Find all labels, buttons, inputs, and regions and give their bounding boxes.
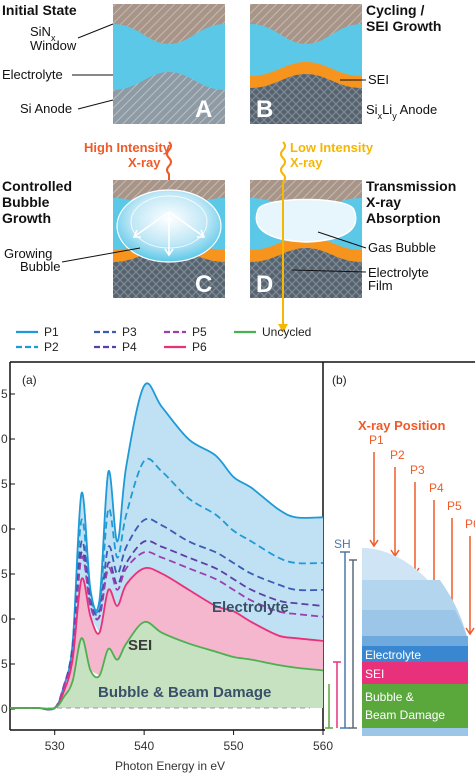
legend-label-p3: P3 xyxy=(122,325,137,339)
panel-b-title-line1: Cycling / xyxy=(366,2,424,18)
x-axis-label: Photon Energy in eV xyxy=(115,759,225,773)
bubble-damage-area xyxy=(10,621,323,709)
bubble-growth-arrows-icon xyxy=(132,211,206,257)
position-label-p2: P2 xyxy=(390,448,405,462)
sei-area xyxy=(10,567,323,710)
position-label-p1: P1 xyxy=(369,433,384,447)
x-tick-label-550: 550 xyxy=(224,739,244,753)
position-label-p4: P4 xyxy=(429,481,444,495)
panel-d-title-line3: Absorption xyxy=(366,210,441,226)
layer-label-beam: Beam Damage xyxy=(365,708,445,722)
panel-letter-b: B xyxy=(256,96,273,123)
electrolyte-area xyxy=(10,383,323,710)
y-tick-label-1: 0 xyxy=(1,432,8,446)
high-xray-label: X-ray xyxy=(128,155,161,170)
panel-d: Low Intensity X-ray D Transmission X-ray… xyxy=(250,140,456,333)
bubble-label: Bubble xyxy=(20,259,60,274)
panel-d-title-line1: Transmission xyxy=(366,178,456,194)
sei-band xyxy=(362,662,468,684)
x-tick-label-530: 530 xyxy=(45,739,65,753)
y-axis-ticks: 5 0 5 0 5 0 5 0 xyxy=(1,387,15,716)
x-axis-ticks: 530 540 550 560 xyxy=(45,730,333,753)
sinx-label: SiNx xyxy=(30,24,56,43)
arrowhead-icon xyxy=(369,539,379,548)
series-line-p5 xyxy=(9,550,324,711)
sei-label: SEI xyxy=(368,72,389,87)
panel-letter-a: A xyxy=(195,96,212,123)
legend-label-p6: P6 xyxy=(192,340,207,354)
sh-label: SH xyxy=(334,537,351,551)
sixliy-anode xyxy=(250,74,362,124)
panel-c-title-line2: Bubble xyxy=(2,194,50,210)
panel-a-title: Initial State xyxy=(2,2,77,18)
layer-label-sei: SEI xyxy=(365,667,384,681)
series-line-uncycled xyxy=(9,620,324,710)
x-tick-label-560: 560 xyxy=(313,739,333,753)
panel-c: High Intensity X-ray C Controlled Bubble… xyxy=(2,140,225,298)
panel-a-label: (a) xyxy=(22,373,37,387)
legend-label-uncycled: Uncycled xyxy=(262,325,311,339)
anode xyxy=(113,248,225,298)
layer-label-bubble: Bubble & xyxy=(365,690,414,704)
region-label-electrolyte: Electrolyte xyxy=(212,599,289,616)
growing-label: Growing xyxy=(4,246,52,261)
y-tick-label-4: 5 xyxy=(1,567,8,581)
legend-label-p2: P2 xyxy=(44,340,59,354)
film-label: Film xyxy=(368,278,393,293)
y-tick-label-7: 0 xyxy=(1,702,8,716)
y-tick-label-0: 5 xyxy=(1,387,8,401)
region-label-bubble: Bubble & Beam Damage xyxy=(98,684,271,701)
chart-areas xyxy=(10,383,323,710)
panel-b: B Cycling / SEI Growth SEI SixLiy Anode xyxy=(250,2,441,124)
position-label-p5: P5 xyxy=(447,499,462,513)
x-tick-label-540: 540 xyxy=(134,739,154,753)
y-tick-label-3: 0 xyxy=(1,522,8,536)
y-tick-label-6: 5 xyxy=(1,657,8,671)
arrowhead-icon xyxy=(465,627,475,636)
sixliy-anode-label: SixLiy Anode xyxy=(366,102,437,121)
window-label: Window xyxy=(30,38,77,53)
gas-bubble xyxy=(255,198,357,243)
panel-c-title-line3: Growth xyxy=(2,210,51,226)
chart-legend: P1 P3 P5 Uncycled P2 P4 P6 xyxy=(16,325,311,354)
high-intensity-label: High Intensity xyxy=(84,140,171,155)
anode xyxy=(250,248,362,298)
panel-a: A Initial State SiNx Window Electrolyte … xyxy=(2,2,225,124)
si-anode xyxy=(113,72,225,124)
region-labels: Electrolyte SEI Bubble & Beam Damage xyxy=(98,599,289,701)
legend-label-p1: P1 xyxy=(44,325,59,339)
y-tick-label-2: 5 xyxy=(1,477,8,491)
region-label-sei: SEI xyxy=(128,637,152,654)
panel-letter-d: D xyxy=(256,271,273,298)
xray-position-title: X-ray Position xyxy=(358,418,445,433)
legend-label-p5: P5 xyxy=(192,325,207,339)
si-anode-label: Si Anode xyxy=(20,101,72,116)
panel-b-diagram: (b) X-ray Position P1 P2 P3 P4P5P6 Electrol… xyxy=(325,373,475,736)
series-line-p6 xyxy=(9,567,324,711)
gas-bubble-label: Gas Bubble xyxy=(368,240,436,255)
series-line-p3 xyxy=(9,517,324,711)
low-intensity-xray-icon xyxy=(280,141,286,330)
sin-window xyxy=(250,4,362,44)
panel-d-title-line2: X-ray xyxy=(366,194,401,210)
electrolyte-film-label: Electrolyte xyxy=(368,265,429,280)
position-label-p3: P3 xyxy=(410,463,425,477)
chart-series-lines xyxy=(9,382,324,711)
height-brackets xyxy=(325,551,357,729)
position-label-p6: P6 xyxy=(465,517,475,531)
low-intensity-label: Low Intensity xyxy=(290,140,374,155)
electrolyte-label: Electrolyte xyxy=(2,67,63,82)
bubble-damage-band xyxy=(362,684,468,728)
layer-label-electrolyte: Electrolyte xyxy=(365,648,421,662)
y-tick-label-5: 0 xyxy=(1,612,8,626)
panel-b-title-line2: SEI Growth xyxy=(366,18,441,34)
panel-c-title-line1: Controlled xyxy=(2,178,72,194)
sin-window xyxy=(113,4,225,44)
high-intensity-xray-icon xyxy=(166,141,172,186)
low-xray-label: X-ray xyxy=(290,155,323,170)
panel-letter-c: C xyxy=(195,271,212,298)
panel-b-label: (b) xyxy=(332,373,347,387)
legend-label-p4: P4 xyxy=(122,340,137,354)
